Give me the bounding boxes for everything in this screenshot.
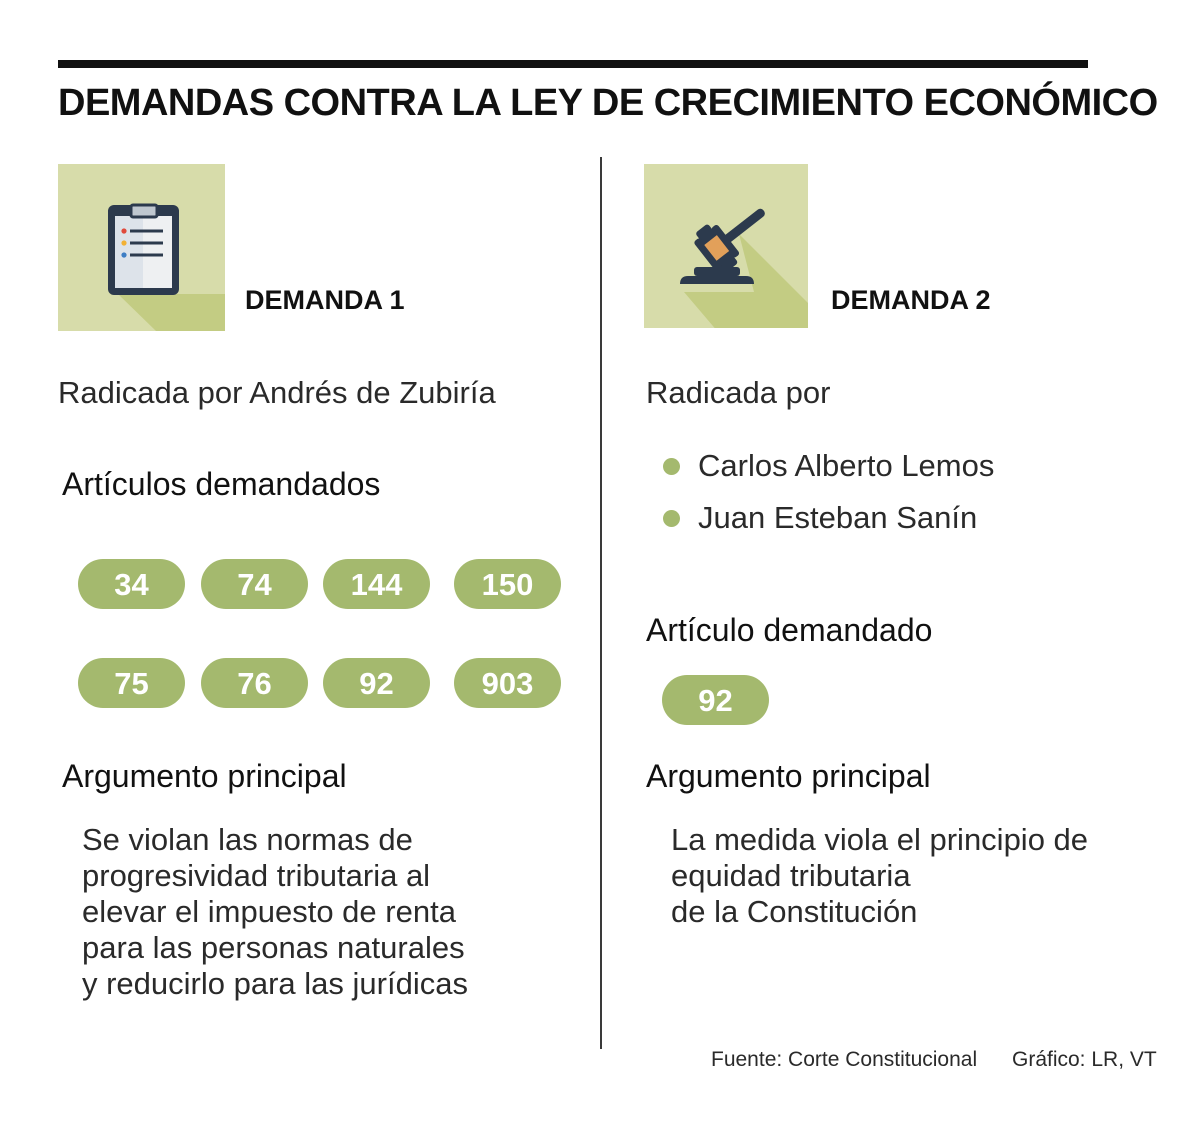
article-pill: 34: [78, 559, 185, 609]
argumento-line: Se violan las normas de: [82, 822, 413, 857]
article-pill: 76: [201, 658, 308, 708]
argumento-line: de la Constitución: [671, 894, 918, 929]
source-credit: Fuente: Corte Constitucional: [711, 1048, 978, 1071]
article-pill: 150: [454, 559, 561, 609]
column-divider: [600, 157, 602, 1049]
demanda-1-label: DEMANDA 1: [245, 285, 405, 315]
clipboard-icon: [58, 164, 225, 331]
demanda-1-argumento-text: Se violan las normas de progresividad tr…: [82, 822, 468, 1002]
gavel-icon: [644, 164, 808, 328]
article-pill: 74: [201, 559, 308, 609]
bullet-icon: [663, 509, 680, 527]
article-pill: 75: [78, 658, 185, 708]
demanda-2-label: DEMANDA 2: [831, 285, 991, 315]
demanda-2-articulo-heading: Artículo demandado: [646, 612, 933, 648]
page-title: DEMANDAS CONTRA LA LEY DE CRECIMIENTO EC…: [58, 82, 1158, 124]
graphic-credit: Gráfico: LR, VT: [1012, 1048, 1157, 1071]
top-rule: [58, 60, 1088, 68]
demanda-2-argumento-text: La medida viola el principio de equidad …: [671, 822, 1088, 930]
article-pill: 92: [662, 675, 769, 725]
article-pill: 903: [454, 658, 561, 708]
demandante-name: Carlos Alberto Lemos: [698, 448, 995, 483]
demandante-item: Juan Esteban Sanín: [663, 500, 977, 536]
argumento-line: y reducirlo para las jurídicas: [82, 966, 468, 1001]
demandante-item: Carlos Alberto Lemos: [663, 448, 994, 484]
demanda-1-radicada: Radicada por Andrés de Zubiría: [58, 375, 496, 410]
argumento-line: elevar el impuesto de renta: [82, 894, 456, 929]
argumento-line: equidad tributaria: [671, 858, 911, 893]
argumento-line: La medida viola el principio de: [671, 822, 1089, 857]
demanda-2-argumento-heading: Argumento principal: [646, 758, 931, 794]
argumento-line: progresividad tributaria al: [82, 858, 431, 893]
bullet-icon: [663, 457, 680, 475]
demanda-1-argumento-heading: Argumento principal: [62, 758, 347, 794]
article-pill: 144: [323, 559, 430, 609]
article-pill: 92: [323, 658, 430, 708]
demanda-2-radicada: Radicada por: [646, 375, 831, 410]
demanda-1-articulos-heading: Artículos demandados: [62, 466, 381, 502]
demandante-name: Juan Esteban Sanín: [698, 500, 978, 535]
argumento-line: para las personas naturales: [82, 930, 465, 965]
